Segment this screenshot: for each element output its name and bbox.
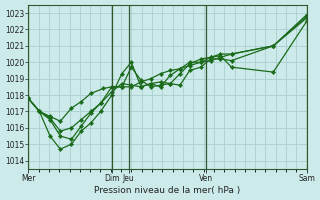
X-axis label: Pression niveau de la mer( hPa ): Pression niveau de la mer( hPa ) <box>94 186 241 195</box>
